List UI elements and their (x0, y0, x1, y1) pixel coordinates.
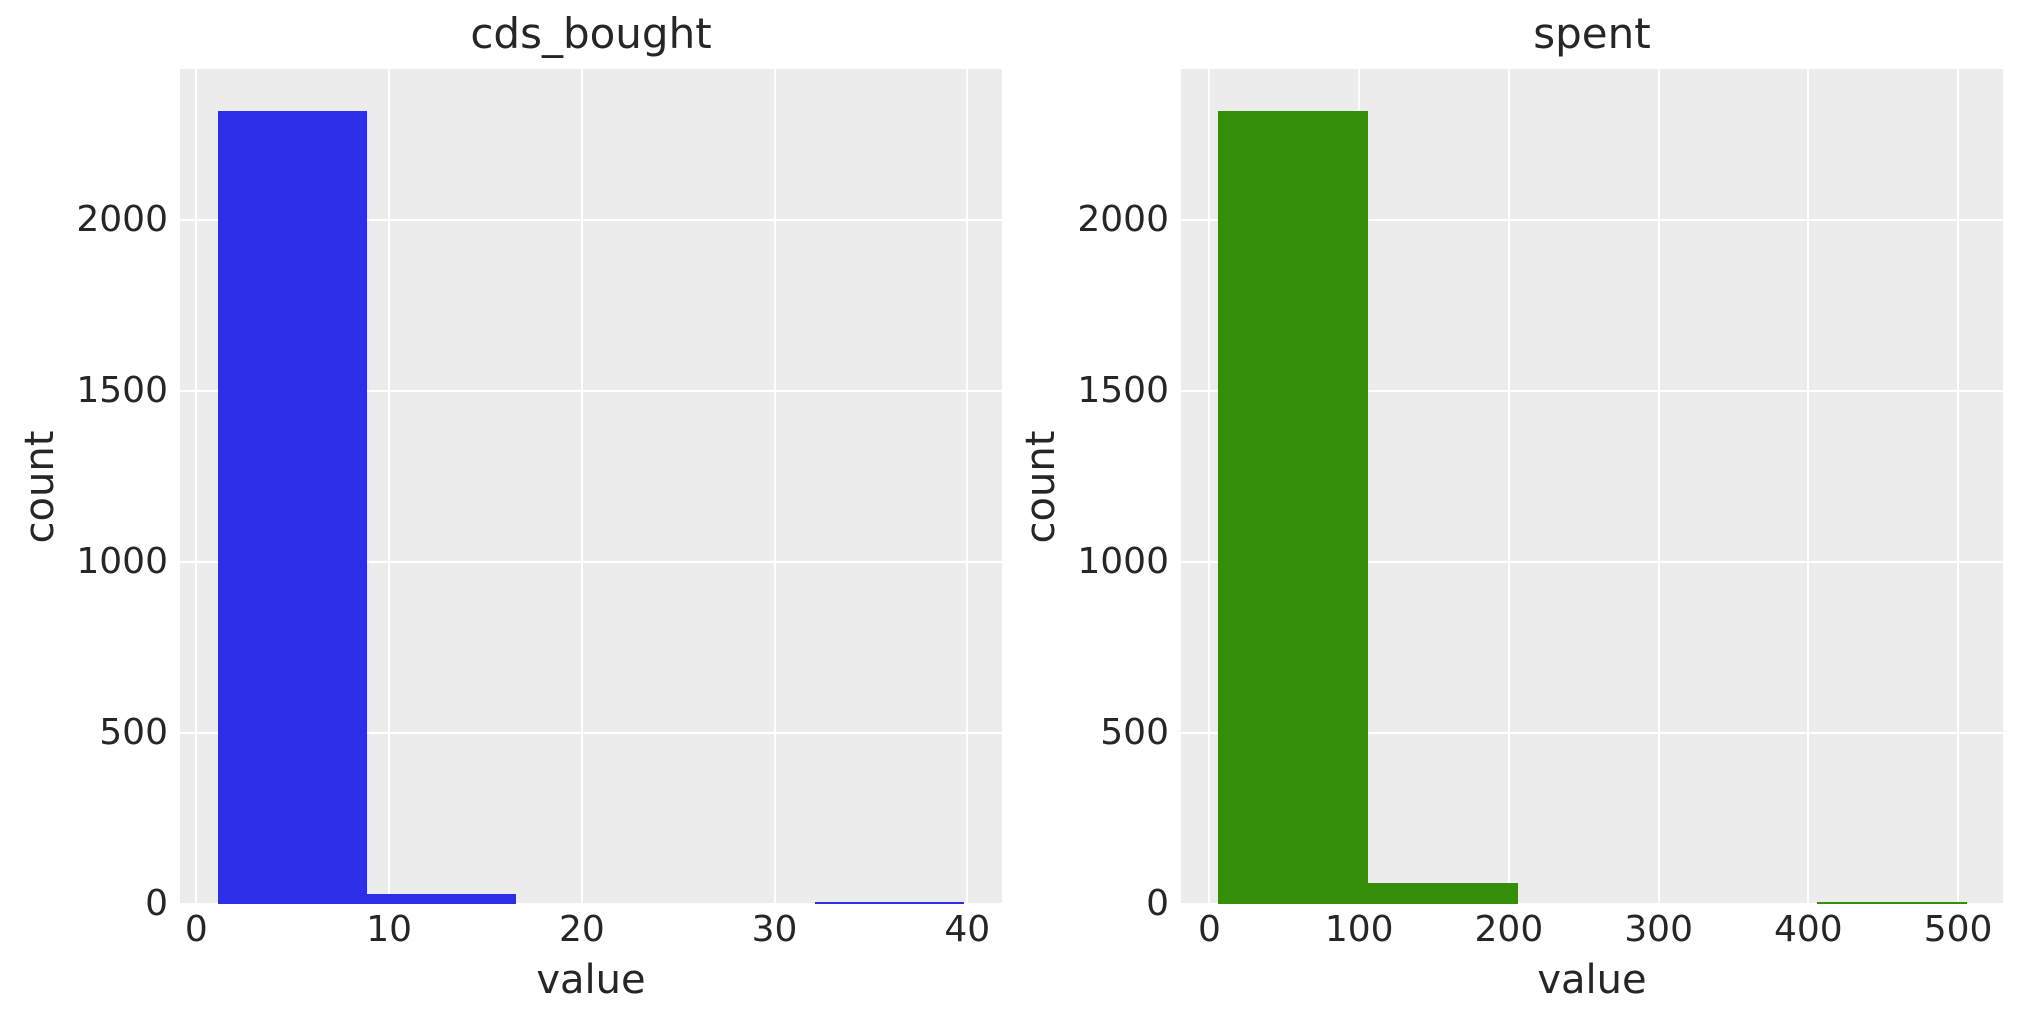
y-tick-label: 500 (1100, 712, 1169, 754)
x-tick-label: 100 (1324, 909, 1394, 950)
gridline-horizontal (180, 732, 1002, 735)
gridline-vertical (1507, 69, 1510, 904)
gridline-horizontal (180, 219, 1002, 222)
histogram-bar (1817, 902, 1968, 904)
x-tick-label: 30 (751, 909, 798, 950)
gridline-horizontal (1181, 219, 2003, 222)
histogram-bar (217, 110, 367, 904)
histogram-bar (1368, 883, 1518, 904)
gridline-vertical (1957, 69, 1960, 904)
y-tick-label: 500 (99, 712, 168, 754)
x-tick-label: 0 (184, 909, 208, 950)
x-tick-label: 400 (1773, 909, 1843, 950)
y-tick-label: 2000 (1077, 199, 1169, 241)
x-tick-label: 40 (944, 909, 991, 950)
gridline-horizontal (180, 561, 1002, 564)
y-tick-label: 2000 (76, 199, 168, 241)
gridline-vertical (773, 69, 776, 904)
gridline-horizontal (180, 903, 1002, 904)
gridline-vertical (1807, 69, 1810, 904)
gridline-vertical (1208, 69, 1211, 904)
y-tick-label: 1500 (76, 370, 168, 412)
histogram-bar (366, 893, 517, 904)
gridline-horizontal (180, 390, 1002, 393)
x-tick-label: 300 (1624, 909, 1693, 950)
x-tick-label: 10 (366, 909, 413, 950)
chart-title: spent (1533, 9, 1651, 58)
histogram-bar (1218, 110, 1369, 904)
x-tick-label: 20 (558, 909, 605, 950)
gridline-horizontal (1181, 732, 2003, 735)
y-tick-label: 1500 (1077, 370, 1169, 412)
x-tick-label: 200 (1474, 909, 1544, 950)
y-tick-label: 0 (145, 883, 168, 924)
x-tick-label: 0 (1197, 909, 1221, 950)
y-tick-label: 1000 (76, 541, 168, 583)
y-tick-label: 0 (1146, 883, 1169, 924)
histogram-bar (815, 902, 965, 904)
gridline-vertical (1657, 69, 1660, 904)
gridline-vertical (388, 69, 391, 904)
x-axis-label: value (536, 957, 646, 1003)
gridline-horizontal (1181, 390, 2003, 393)
chart-title: cds_bought (470, 9, 712, 58)
plot-area (1181, 69, 2003, 904)
gridline-horizontal (1181, 903, 2003, 904)
plot-area (180, 69, 1002, 904)
x-tick-label: 500 (1923, 909, 1993, 950)
y-tick-label: 1000 (1077, 541, 1169, 583)
gridline-horizontal (1181, 561, 2003, 564)
gridline-vertical (966, 69, 969, 904)
gridline-vertical (580, 69, 583, 904)
x-axis-label: value (1537, 957, 1647, 1003)
gridline-vertical (195, 69, 198, 904)
